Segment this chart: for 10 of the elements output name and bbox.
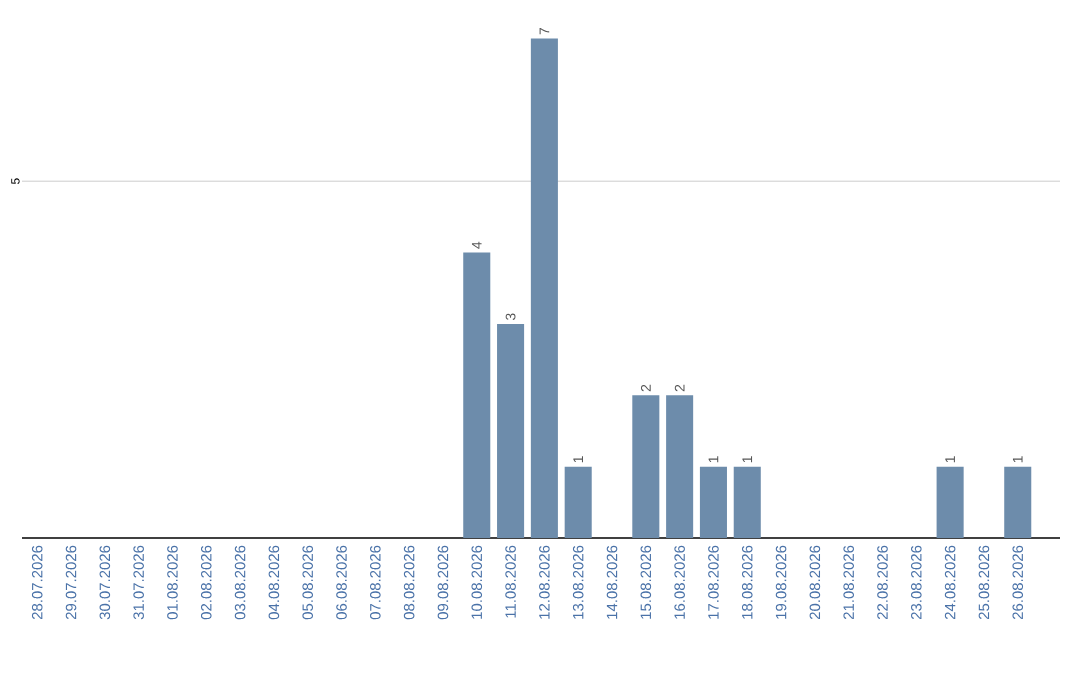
bar [632,395,660,538]
bar [733,466,761,538]
bar [463,252,491,538]
bar [1004,466,1032,538]
bar [936,466,964,538]
bar [699,466,727,538]
bar [666,395,694,538]
bar [530,38,558,538]
bar [497,323,525,538]
bar [564,466,592,538]
